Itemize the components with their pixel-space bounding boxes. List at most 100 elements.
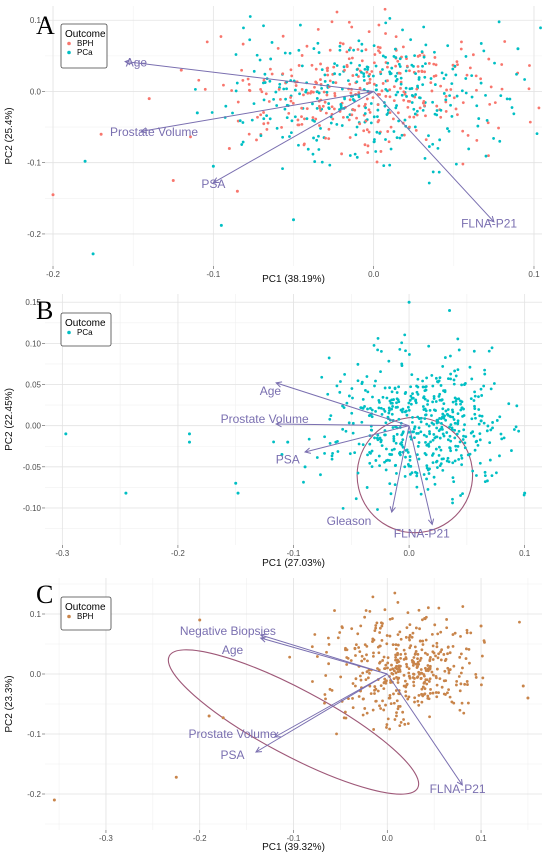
data-point [376, 667, 379, 670]
data-point [391, 672, 395, 676]
loading-vector [408, 425, 433, 525]
data-point [262, 111, 265, 114]
data-point [392, 677, 396, 681]
data-point [402, 718, 405, 721]
data-point [479, 81, 483, 85]
data-point [335, 122, 339, 126]
data-point [327, 356, 331, 360]
data-point [438, 392, 442, 396]
data-point [444, 73, 448, 77]
data-point [384, 94, 388, 98]
data-point [358, 122, 362, 126]
data-point [428, 659, 432, 663]
data-point [354, 654, 357, 657]
data-point [431, 384, 435, 388]
data-point [470, 377, 474, 381]
data-point [423, 385, 427, 389]
data-point [411, 94, 415, 98]
data-point [366, 659, 369, 663]
data-point [238, 119, 242, 123]
data-point [454, 374, 458, 378]
tick-label-y: -0.10 [23, 504, 42, 513]
data-point [368, 671, 371, 675]
data-point [421, 685, 425, 689]
data-point [320, 160, 324, 164]
data-point [435, 113, 439, 117]
data-point [341, 507, 345, 510]
data-point [510, 449, 513, 452]
data-point [402, 648, 406, 652]
data-point [435, 683, 439, 687]
data-point [408, 69, 411, 73]
data-point [389, 492, 393, 496]
data-point [383, 608, 387, 612]
data-point [426, 399, 430, 403]
data-point [441, 407, 445, 411]
data-point [288, 51, 292, 55]
data-point [358, 674, 362, 678]
data-point [440, 457, 444, 461]
loading-vector [276, 423, 410, 427]
data-point [414, 649, 418, 653]
data-point [446, 377, 450, 381]
data-point [463, 383, 466, 386]
data-point [391, 426, 395, 429]
data-point [291, 101, 295, 105]
data-point [362, 75, 366, 78]
data-point [417, 457, 421, 461]
data-point [482, 49, 486, 53]
data-point [425, 464, 429, 468]
data-point [408, 638, 411, 642]
data-point [355, 155, 359, 159]
data-point [414, 401, 418, 405]
data-point [461, 666, 464, 670]
data-point [378, 93, 382, 96]
data-point [468, 661, 471, 665]
data-point [395, 401, 398, 405]
data-point [392, 398, 395, 401]
data-point [219, 35, 223, 38]
data-point [457, 397, 461, 401]
data-point-pca [91, 252, 95, 256]
data-point [459, 652, 463, 656]
data-point [336, 636, 340, 640]
data-point [453, 459, 457, 463]
data-point [494, 471, 498, 475]
data-point [354, 497, 358, 501]
data-point [327, 127, 331, 131]
data-point [335, 64, 339, 67]
data-point [448, 425, 451, 429]
data-point [442, 92, 446, 95]
loading-vector [304, 425, 410, 453]
data-point [412, 656, 416, 659]
data-point [466, 683, 469, 686]
data-point [343, 372, 347, 376]
data-point [378, 631, 382, 634]
vector-arrowhead [303, 447, 312, 454]
data-point [366, 407, 369, 411]
data-point [435, 435, 439, 439]
data-point [410, 635, 414, 639]
data-point [393, 483, 397, 487]
vector-arrowhead [389, 506, 396, 514]
data-point [444, 98, 448, 102]
data-point [384, 32, 387, 35]
data-point [315, 106, 319, 110]
data-point [416, 377, 420, 381]
data-point [389, 702, 393, 706]
data-point [343, 710, 347, 714]
legend-title: Outcome [65, 602, 106, 613]
data-point [397, 665, 401, 668]
data-point [477, 395, 480, 399]
data-point [395, 432, 399, 436]
data-point [333, 609, 336, 612]
data-point [479, 387, 483, 391]
data-point [361, 713, 365, 717]
data-point [416, 392, 420, 396]
data-point [252, 102, 256, 106]
data-point [405, 95, 408, 98]
data-point [371, 654, 375, 658]
vector-label: FLNA-P21 [394, 526, 450, 540]
data-point [414, 128, 418, 132]
